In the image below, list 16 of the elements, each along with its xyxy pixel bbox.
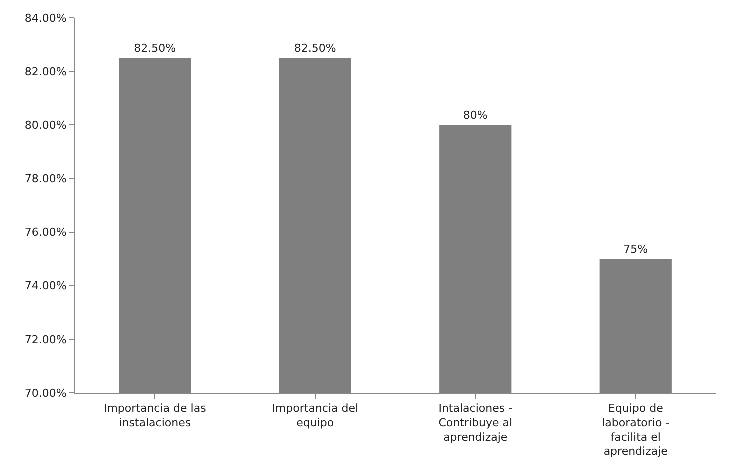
data-label: 75% (624, 243, 648, 256)
y-tick-label: 78.00% (24, 172, 67, 186)
y-tick-label: 84.00% (24, 12, 67, 25)
data-label: 82.50% (294, 42, 336, 56)
y-tick-label: 82.00% (24, 65, 67, 78)
data-label: 82.50% (134, 42, 176, 56)
y-tick-label: 80.00% (24, 118, 67, 132)
y-tick-label: 74.00% (24, 280, 67, 293)
data-label: 80% (463, 109, 488, 122)
x-tick-label: Importancia del equipo (272, 402, 359, 430)
y-tick-label: 72.00% (24, 333, 67, 346)
y-tick-label: 70.00% (24, 386, 67, 400)
x-tick-label: Equipo de laboratorio - facilita el aprendizaje (602, 402, 670, 458)
x-tick-label: Intalaciones - Contribuye al aprendizaje (438, 402, 513, 444)
x-tick-label: Importancia de las instalaciones (104, 402, 207, 430)
y-tick-label: 76.00% (24, 226, 67, 240)
